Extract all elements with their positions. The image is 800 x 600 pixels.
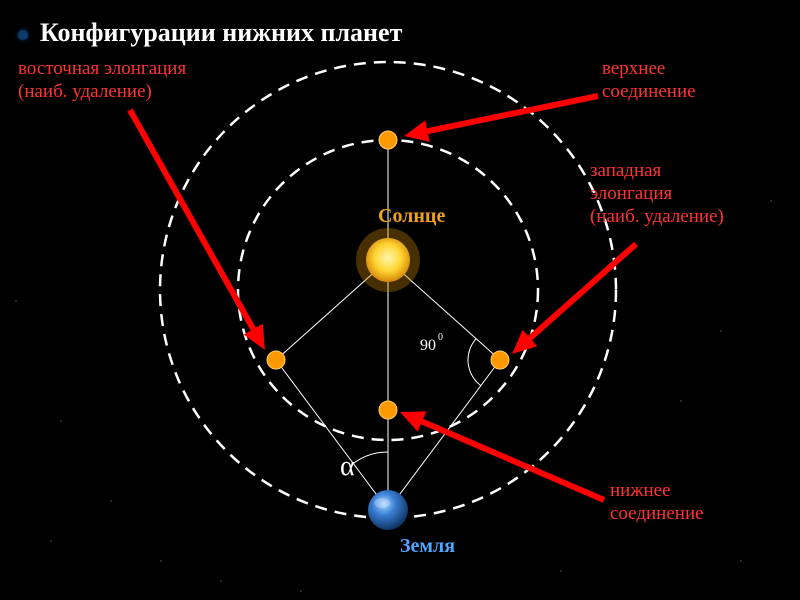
callout-west_elongation: западная элонгация (наиб. удаление) <box>590 160 724 228</box>
title-bullet <box>18 30 28 40</box>
star <box>220 580 222 582</box>
star <box>50 540 52 542</box>
planet-west-elongation <box>491 351 509 369</box>
star <box>300 590 302 592</box>
diagram-title: Конфигурации нижних планет <box>40 18 402 48</box>
callout-east_elongation: восточная элонгация (наиб. удаление) <box>18 58 186 104</box>
callout-superior_conjunction: верхнее соединение <box>602 58 696 104</box>
sun-body <box>356 228 420 292</box>
star <box>740 560 742 562</box>
right-angle-arc <box>468 339 481 386</box>
sun-label: Солнце <box>378 204 445 228</box>
geometry-lines <box>276 140 500 510</box>
star <box>720 330 722 332</box>
star <box>680 400 682 402</box>
star <box>15 300 17 302</box>
star <box>160 560 162 562</box>
angle-90-label: 90 <box>420 337 436 354</box>
planet-superior-conjunction <box>379 131 397 149</box>
star <box>110 500 112 502</box>
angle-90-degree-mark: 0 <box>438 332 443 343</box>
planet-inferior-conjunction <box>379 401 397 419</box>
earth-label: Земля <box>400 534 455 558</box>
earth-orbit <box>160 62 616 518</box>
callout-arrows <box>130 96 636 500</box>
alpha-angle-arc <box>353 452 388 464</box>
inner-planet-orbit <box>238 140 538 440</box>
callout-inferior_conjunction: нижнее соединение <box>610 480 704 526</box>
planet-east-elongation <box>267 351 285 369</box>
star <box>60 420 62 422</box>
star <box>770 200 772 202</box>
alpha-label: α <box>340 451 355 482</box>
star <box>560 570 562 572</box>
earth-body <box>368 490 408 530</box>
